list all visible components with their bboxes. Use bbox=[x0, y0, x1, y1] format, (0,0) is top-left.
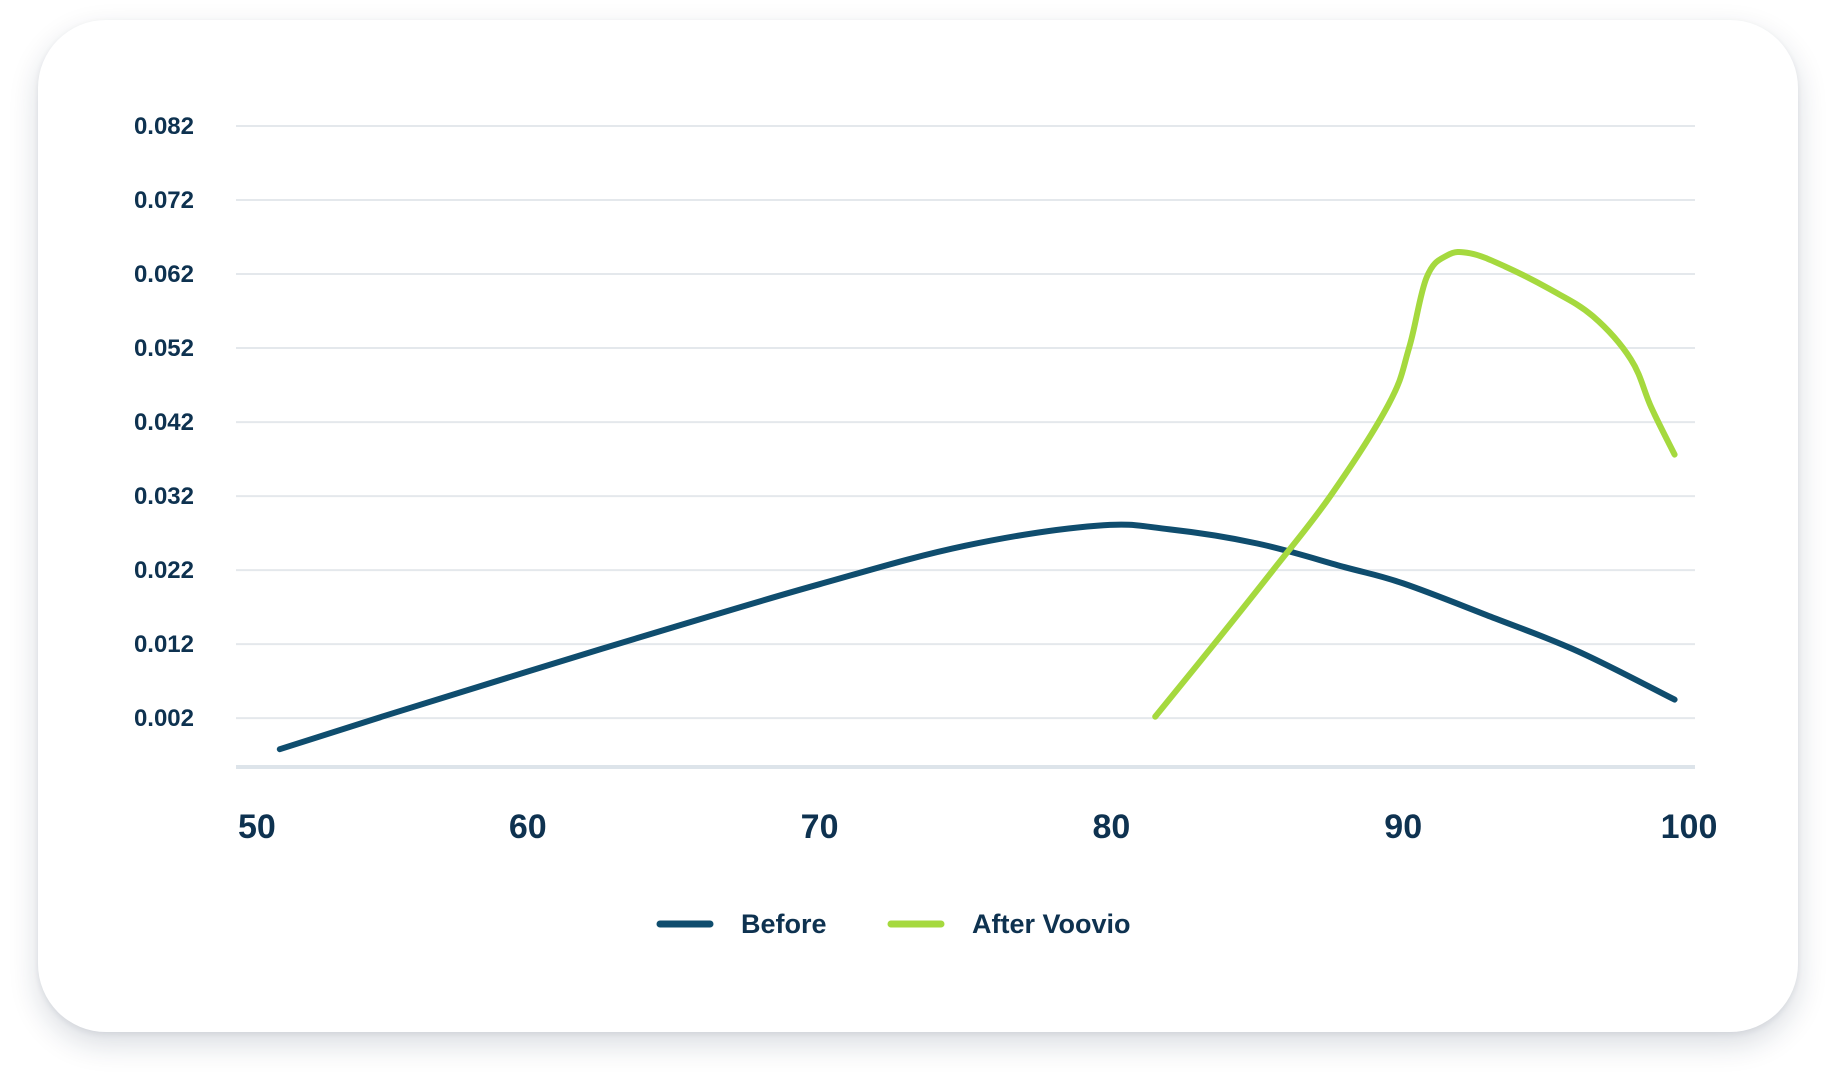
series-line-before bbox=[276, 521, 1678, 753]
y-axis-ticks: 0.082 0.072 0.062 0.052 0.042 0.032 0.022 0.012… bbox=[134, 113, 194, 732]
y-tick-label: 0.042 bbox=[134, 409, 194, 436]
x-axis-ticks: 50 60 70 80 90 100 bbox=[238, 808, 1717, 846]
x-tick-label: 80 bbox=[1092, 808, 1130, 846]
y-tick-label: 0.062 bbox=[134, 261, 194, 288]
grid-lines bbox=[236, 125, 1695, 720]
chart-card bbox=[38, 20, 1798, 1032]
y-tick-label: 0.022 bbox=[134, 557, 194, 584]
x-tick-label: 60 bbox=[509, 808, 547, 846]
x-tick-label: 90 bbox=[1384, 808, 1422, 846]
y-tick-label: 0.012 bbox=[134, 631, 194, 658]
y-tick-label: 0.072 bbox=[134, 187, 194, 214]
x-tick-label: 70 bbox=[801, 808, 839, 846]
legend: Before After Voovio bbox=[656, 909, 1131, 939]
y-tick-label: 0.052 bbox=[134, 335, 194, 362]
legend-label-after-voovio: After Voovio bbox=[972, 909, 1131, 939]
x-tick-label: 50 bbox=[238, 808, 276, 846]
series-line-after-voovio bbox=[1152, 248, 1678, 720]
y-tick-label: 0.032 bbox=[134, 483, 194, 510]
y-tick-label: 0.002 bbox=[134, 705, 194, 732]
y-tick-label: 0.082 bbox=[134, 113, 194, 140]
series-lines bbox=[276, 248, 1678, 753]
legend-label-before: Before bbox=[741, 909, 827, 939]
x-tick-label: 100 bbox=[1661, 808, 1718, 846]
